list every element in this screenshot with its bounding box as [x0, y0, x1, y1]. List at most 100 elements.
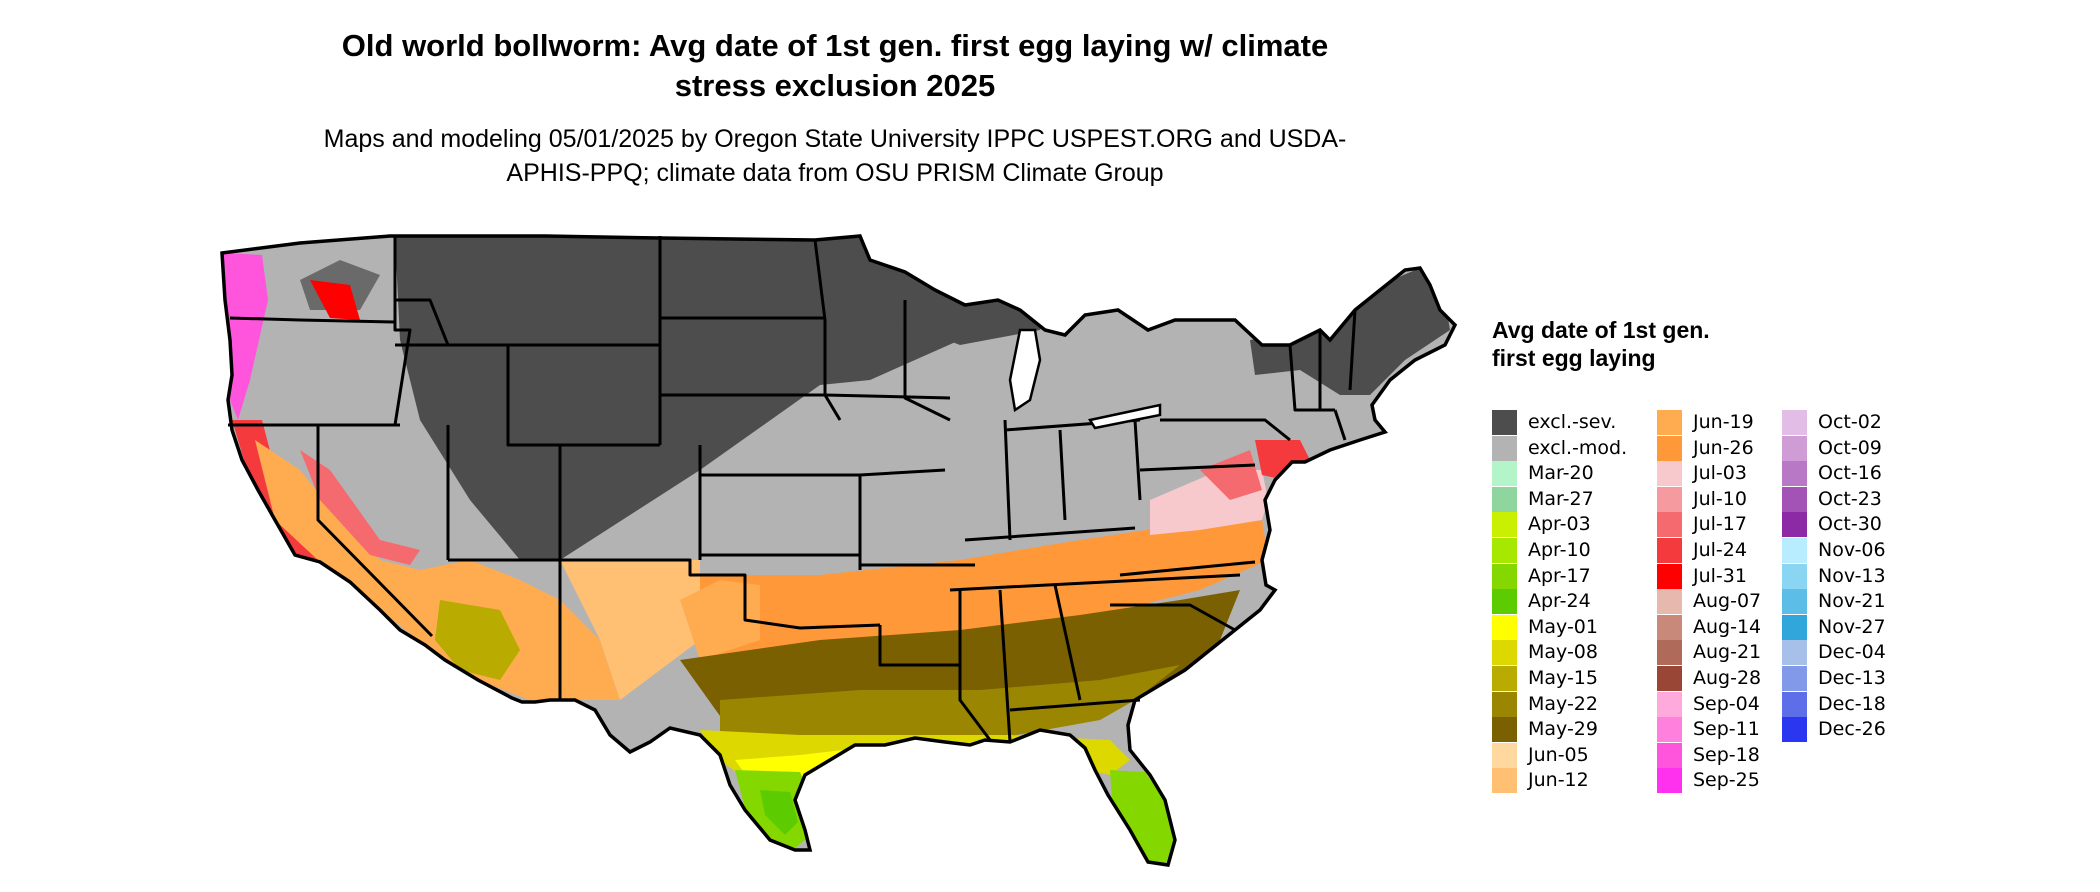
- legend-swatch: [1657, 768, 1682, 794]
- legend-swatch: [1657, 717, 1682, 743]
- lake-erie: [1087, 403, 1162, 430]
- legend-label: Sep-25: [1693, 769, 1760, 792]
- legend-label: Dec-04: [1818, 641, 1886, 664]
- legend-swatch: [1782, 717, 1807, 743]
- legend-swatch: [1657, 589, 1682, 615]
- border-oh-pa: [1133, 419, 1142, 501]
- great-lakes: [1008, 328, 1162, 430]
- legend-swatch: [1782, 461, 1807, 487]
- border-nc-sc: [1110, 603, 1236, 632]
- legend-label: Aug-21: [1693, 641, 1762, 664]
- legend-swatch: [1657, 461, 1682, 487]
- border-va-nc: [1119, 560, 1256, 577]
- legend-swatch: [1657, 410, 1682, 435]
- legend-label: Nov-21: [1818, 590, 1886, 613]
- legend-swatch: [1782, 589, 1807, 615]
- region-jun-southwest: [255, 440, 620, 702]
- legend-swatch: [1492, 486, 1517, 512]
- legend-swatch: [1782, 410, 1807, 435]
- region-excl-sev-maine: [1250, 268, 1450, 395]
- legend-label: Jul-17: [1693, 513, 1747, 536]
- border-ca-nv: [316, 425, 434, 638]
- legend-swatch: [1782, 486, 1807, 512]
- legend-label: Aug-07: [1693, 590, 1762, 613]
- border-id-mt: [395, 298, 450, 346]
- border-tn-ky: [964, 526, 1136, 542]
- legend-swatch: [1657, 691, 1682, 717]
- border-wi-mi: [903, 300, 951, 422]
- legend-label: May-22: [1528, 692, 1598, 715]
- legend-swatch: [1657, 563, 1682, 589]
- legend-label: Oct-23: [1818, 487, 1882, 510]
- legend-label: Jun-19: [1693, 411, 1754, 433]
- legend-swatch: [1782, 640, 1807, 666]
- region-jul-chesapeake: [1200, 450, 1262, 500]
- legend-label: Dec-18: [1818, 692, 1886, 715]
- legend-swatch: [1492, 768, 1517, 794]
- legend-label: Sep-18: [1693, 743, 1760, 766]
- legend-swatch: [1492, 614, 1517, 640]
- legend-swatch: [1657, 435, 1682, 461]
- legend-label: Oct-30: [1818, 513, 1882, 536]
- legend-label: Oct-09: [1818, 436, 1882, 459]
- legend-label: Sep-04: [1693, 692, 1760, 715]
- legend-swatch: [1657, 742, 1682, 768]
- legend-swatch: [1492, 589, 1517, 615]
- region-jun-south-band: [700, 520, 1268, 665]
- legend-label: Apr-24: [1528, 590, 1591, 613]
- legend-label: Mar-20: [1528, 462, 1594, 485]
- region-sep-wa-coast: [222, 253, 268, 420]
- border-ar-la: [878, 625, 960, 667]
- legend-swatch: [1492, 691, 1517, 717]
- region-jun-plains: [680, 580, 760, 660]
- legend-label: Jun-12: [1528, 769, 1589, 792]
- border-id-west: [393, 236, 412, 426]
- legend-swatch: [1782, 691, 1807, 717]
- legend-label: Jul-10: [1693, 487, 1747, 510]
- legend-label: Jun-05: [1528, 743, 1589, 766]
- border-pa-md: [1139, 463, 1256, 472]
- legend-swatch: [1782, 563, 1807, 589]
- legend-swatch: [1657, 614, 1682, 640]
- legend-swatch: [1782, 538, 1807, 563]
- region-jul-sw-band: [300, 450, 420, 565]
- legend-swatch: [1782, 435, 1807, 461]
- legend-label: excl.-sev.: [1528, 411, 1617, 433]
- legend-swatch: [1492, 435, 1517, 461]
- legend-label: Apr-17: [1528, 564, 1591, 587]
- border-me-nh: [1348, 309, 1357, 391]
- legend-label: Aug-28: [1693, 667, 1762, 689]
- map-subtitle: Maps and modeling 05/01/2025 by Oregon S…: [323, 125, 1347, 187]
- legend-swatch: [1492, 717, 1517, 743]
- border-in-oh: [1058, 429, 1067, 521]
- legend-swatch: [1657, 512, 1682, 538]
- legend-swatch: [1782, 512, 1807, 538]
- legend-label: Oct-02: [1818, 411, 1882, 433]
- region-may-arizona: [435, 600, 520, 680]
- legend-label: Dec-26: [1818, 718, 1886, 741]
- legend-swatch: [1492, 538, 1517, 563]
- legend-label: Mar-27: [1528, 487, 1594, 510]
- legend-swatch: [1492, 742, 1517, 768]
- map-regions: [222, 236, 1455, 865]
- border-ia-mo: [859, 468, 946, 477]
- region-jul-nw: [310, 280, 360, 320]
- border-tn-north: [949, 573, 1241, 592]
- legend-swatch: [1492, 512, 1517, 538]
- border-pa-ny: [1160, 418, 1291, 442]
- state-borders: [228, 236, 1357, 743]
- region-apr24-texas-core: [760, 790, 798, 835]
- legend-swatch: [1657, 666, 1682, 691]
- legend-swatch: [1492, 666, 1517, 691]
- border-ok-tx: [690, 573, 881, 630]
- legend-swatch: [1782, 666, 1807, 691]
- legend-label: Sep-11: [1693, 718, 1760, 741]
- lake-michigan: [1008, 328, 1042, 413]
- legend-label: Nov-27: [1818, 615, 1886, 638]
- region-apr-florida: [1110, 770, 1175, 865]
- legend-label: May-29: [1528, 718, 1598, 741]
- legend-label: Nov-13: [1818, 564, 1886, 587]
- border-ne-states: [1288, 330, 1347, 441]
- border-al-ga: [1053, 584, 1082, 701]
